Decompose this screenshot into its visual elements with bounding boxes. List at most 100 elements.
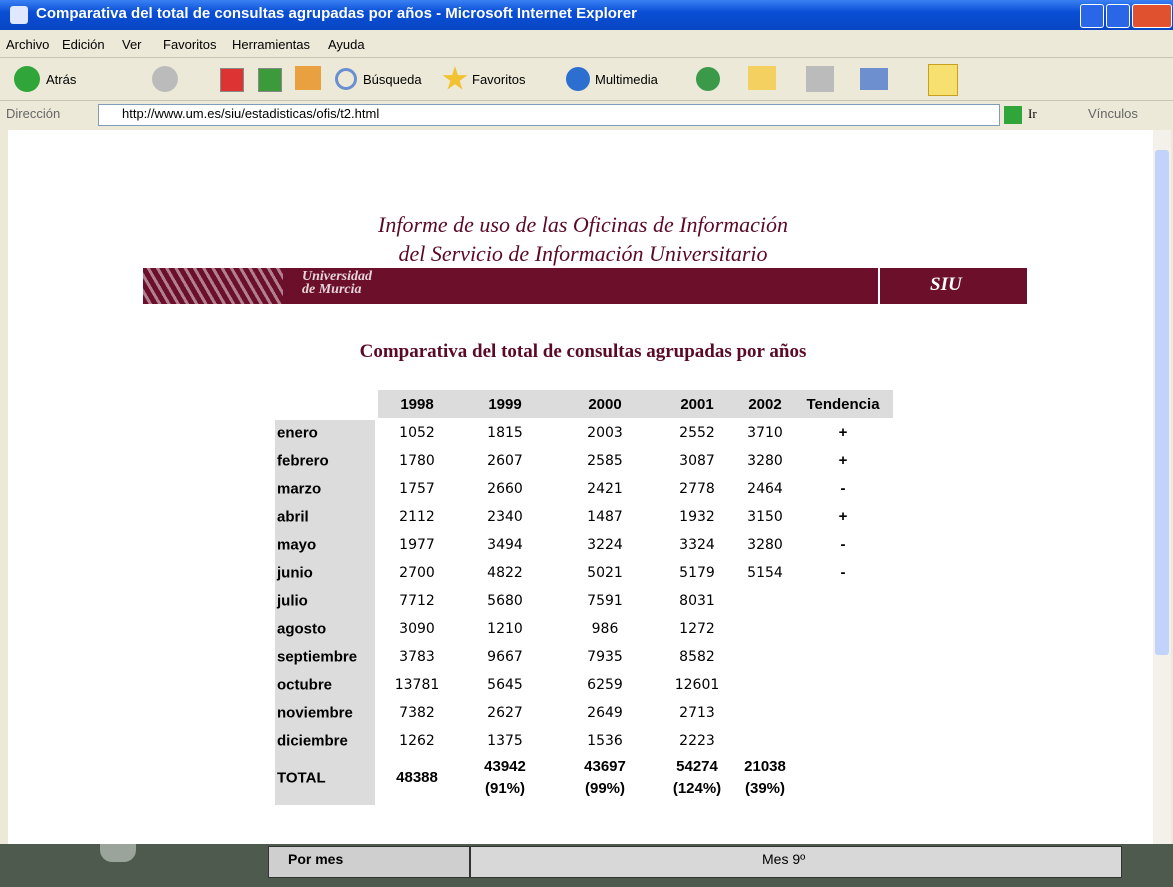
menu-item[interactable]: Ayuda <box>328 37 365 52</box>
table-cell: 5680 <box>487 591 523 611</box>
table-cell: 3783 <box>399 647 435 667</box>
row-label: febrero <box>277 453 329 470</box>
menu-item[interactable]: Archivo <box>6 37 49 52</box>
total-cell: 21038 <box>744 757 786 777</box>
address-url[interactable]: http://www.um.es/siu/estadisticas/ofis/t… <box>122 106 379 121</box>
total-percent: (99%) <box>585 779 625 799</box>
messenger-icon[interactable] <box>928 64 958 96</box>
row-label: marzo <box>277 481 321 498</box>
menu-item[interactable]: Ver <box>122 37 142 52</box>
total-cell: 43697 <box>584 757 626 777</box>
table-cell: 2003 <box>587 423 623 443</box>
banner-text: de Murcia <box>302 283 372 296</box>
menu-item[interactable]: Edición <box>62 37 105 52</box>
trend-cell: + <box>839 451 848 471</box>
table-cell: 1815 <box>487 423 523 443</box>
table-cell: 9667 <box>487 647 523 667</box>
column-header: Tendencia <box>806 395 879 415</box>
row-label: junio <box>277 565 313 582</box>
table-cell: 2607 <box>487 451 523 471</box>
refresh-icon[interactable] <box>258 68 282 92</box>
status-ornament <box>100 844 136 862</box>
back-button[interactable]: Atrás <box>46 72 76 87</box>
table-cell: 13781 <box>395 675 440 695</box>
row-label: mayo <box>277 537 316 554</box>
table-cell: 2700 <box>399 563 435 583</box>
row-label: agosto <box>277 621 326 638</box>
table-cell: 1375 <box>487 731 523 751</box>
table-cell: 1780 <box>399 451 435 471</box>
table-cell: 3324 <box>679 535 715 555</box>
edit-icon[interactable] <box>860 68 888 90</box>
banner-divider <box>878 268 880 304</box>
table-cell: 3224 <box>587 535 623 555</box>
total-label: TOTAL <box>277 770 326 787</box>
table-cell: 2660 <box>487 479 523 499</box>
go-button[interactable]: Ir <box>1028 106 1037 122</box>
table-cell: 3087 <box>679 451 715 471</box>
table-cell: 2552 <box>679 423 715 443</box>
media-icon[interactable] <box>566 67 590 91</box>
close-button[interactable] <box>1132 4 1172 28</box>
maximize-button[interactable] <box>1106 4 1130 28</box>
table-cell: 1536 <box>587 731 623 751</box>
back-icon[interactable] <box>14 66 40 92</box>
table-cell: 1487 <box>587 507 623 527</box>
search-button[interactable]: Búsqueda <box>363 72 422 87</box>
table-cell: 3280 <box>747 535 783 555</box>
total-percent: (39%) <box>745 779 785 799</box>
table-cell: 1977 <box>399 535 435 555</box>
column-header: 2002 <box>748 395 781 415</box>
column-header: 2001 <box>680 395 713 415</box>
minimize-button[interactable] <box>1080 4 1104 28</box>
menu-item[interactable]: Herramientas <box>232 37 310 52</box>
table-cell: 8031 <box>679 591 715 611</box>
address-label: Dirección <box>6 106 60 121</box>
university-seal <box>143 268 283 304</box>
links-button[interactable]: Vínculos <box>1088 106 1138 121</box>
media-button[interactable]: Multimedia <box>595 72 658 87</box>
table-cell: 6259 <box>587 675 623 695</box>
print-icon[interactable] <box>806 66 834 92</box>
trend-cell: - <box>841 563 846 583</box>
window-title: Comparativa del total de consultas agrup… <box>36 5 637 22</box>
go-icon[interactable] <box>1004 106 1022 124</box>
stop-icon[interactable] <box>220 68 244 92</box>
row-label: julio <box>277 593 308 610</box>
table-heading: Comparativa del total de consultas agrup… <box>360 341 807 363</box>
table-cell: 5179 <box>679 563 715 583</box>
page-header: Informe de uso de las Oficinas de Inform… <box>378 212 788 238</box>
table-cell: 3090 <box>399 619 435 639</box>
column-header: 2000 <box>588 395 621 415</box>
total-cell: 48388 <box>396 768 438 788</box>
trend-cell: + <box>839 507 848 527</box>
scrollbar-thumb[interactable] <box>1155 150 1169 655</box>
search-icon[interactable] <box>335 68 357 90</box>
column-header: 1999 <box>488 395 521 415</box>
forward-icon[interactable] <box>152 66 178 92</box>
table-cell: 7382 <box>399 703 435 723</box>
app-icon <box>10 6 28 24</box>
table-cell: 1052 <box>399 423 435 443</box>
table-cell: 2421 <box>587 479 623 499</box>
table-cell: 12601 <box>675 675 720 695</box>
trend-cell: - <box>841 479 846 499</box>
history-icon[interactable] <box>696 67 720 91</box>
page-header: del Servicio de Información Universitari… <box>398 241 767 267</box>
total-percent: (91%) <box>485 779 525 799</box>
table-cell: 2649 <box>587 703 623 723</box>
row-label: septiembre <box>277 649 357 666</box>
home-icon[interactable] <box>295 66 321 90</box>
mail-icon[interactable] <box>748 66 776 90</box>
row-label: enero <box>277 425 318 442</box>
favorites-button[interactable]: Favoritos <box>472 72 525 87</box>
table-cell: 3150 <box>747 507 783 527</box>
table-cell: 3280 <box>747 451 783 471</box>
menu-item[interactable]: Favoritos <box>163 37 216 52</box>
row-label: abril <box>277 509 309 526</box>
status-tab-label[interactable]: Por mes <box>288 851 343 867</box>
row-label: diciembre <box>277 733 348 750</box>
table-cell: 2223 <box>679 731 715 751</box>
table-cell: 986 <box>592 619 619 639</box>
table-cell: 3494 <box>487 535 523 555</box>
